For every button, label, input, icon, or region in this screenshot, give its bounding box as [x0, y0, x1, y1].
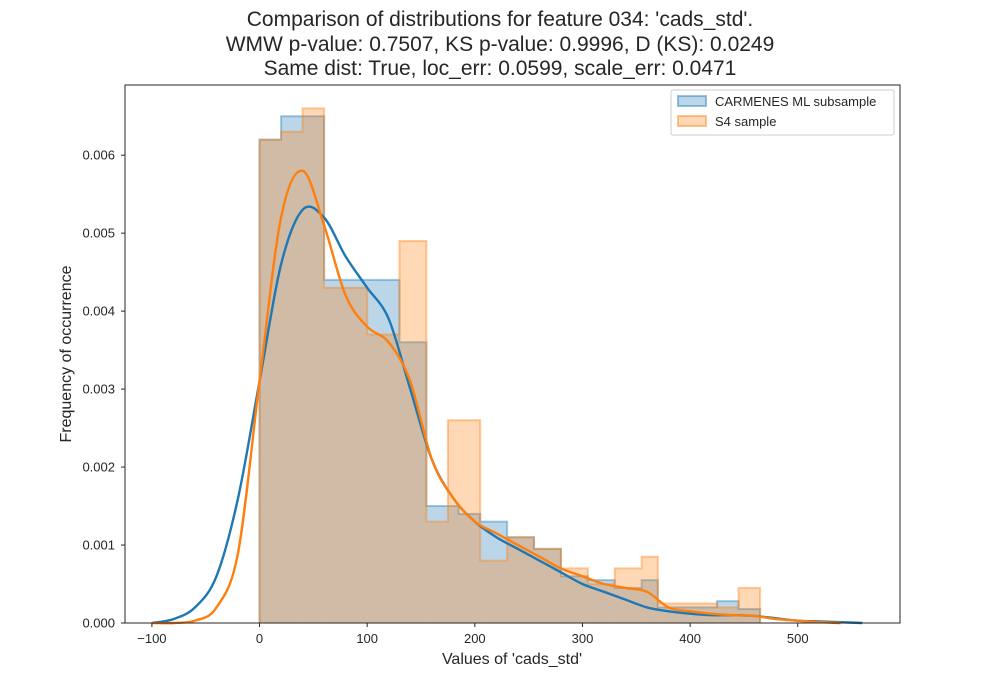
plot-frame — [124, 84, 901, 624]
hist-bar-carmenes — [426, 506, 459, 623]
hist-bar-s4 — [324, 287, 368, 623]
hist-bar-s4 — [738, 587, 761, 623]
x-tick-label: 0 — [256, 631, 263, 646]
hist-bar-s4 — [259, 139, 282, 623]
hist-bar-s4 — [426, 521, 448, 623]
y-tick-label: 0.004 — [82, 304, 115, 319]
kde-layer — [151, 169, 863, 625]
hist-bar-s4 — [281, 131, 303, 624]
hist-bar-s4 — [302, 108, 325, 624]
y-axis-label: Frequency of occurrence — [58, 265, 75, 442]
hist-bar-carmenes — [458, 513, 481, 623]
legend-label-s4: S4 sample — [715, 114, 776, 129]
hist-bar-s4 — [614, 568, 642, 623]
hist-bar-carmenes — [259, 139, 282, 623]
y-tick-label: 0.006 — [82, 148, 115, 163]
hist-bar-carmenes — [717, 601, 739, 623]
hist-outline-s4 — [258, 107, 762, 623]
histogram-layer — [258, 107, 762, 624]
legend-swatch-carmenes — [677, 95, 707, 107]
y-tick-label: 0.001 — [82, 538, 115, 553]
chart-title-line-1: Comparison of distributions for feature … — [246, 8, 754, 31]
x-tick-label: 300 — [572, 631, 594, 646]
y-tick-label: 0.000 — [82, 616, 115, 631]
x-tick-label: 200 — [464, 631, 486, 646]
hist-bar-carmenes — [480, 521, 508, 623]
x-axis-ticks: −100 0 100 200 300 400 500 — [137, 623, 809, 646]
hist-bar-s4 — [367, 334, 400, 623]
legend-box — [670, 89, 895, 136]
hist-bar-carmenes — [302, 116, 325, 623]
x-tick-label: 400 — [679, 631, 701, 646]
x-tick-label: 500 — [787, 631, 809, 646]
legend-swatch-s4 — [677, 115, 707, 127]
chart-title-line-2: WMW p-value: 0.7507, KS p-value: 0.9996,… — [225, 33, 775, 56]
legend: CARMENES ML subsample S4 sample — [670, 89, 895, 136]
x-axis-label: Values of 'cads_std' — [442, 651, 582, 668]
y-axis-ticks: 0.000 0.001 0.002 0.003 0.004 0.005 0.006 — [82, 148, 125, 631]
hist-bar-s4 — [480, 560, 508, 623]
x-tick-label: 100 — [356, 631, 378, 646]
hist-bar-carmenes — [324, 279, 368, 623]
y-tick-label: 0.002 — [82, 460, 115, 475]
legend-label-carmenes: CARMENES ML subsample — [715, 94, 876, 109]
y-tick-label: 0.005 — [82, 226, 115, 241]
x-tick-label: −100 — [137, 631, 166, 646]
hist-bar-carmenes — [614, 587, 642, 623]
kde-line-s4 — [151, 169, 841, 625]
chart-title-line-3: Same dist: True, loc_err: 0.0599, scale_… — [263, 57, 737, 80]
y-tick-label: 0.003 — [82, 382, 115, 397]
